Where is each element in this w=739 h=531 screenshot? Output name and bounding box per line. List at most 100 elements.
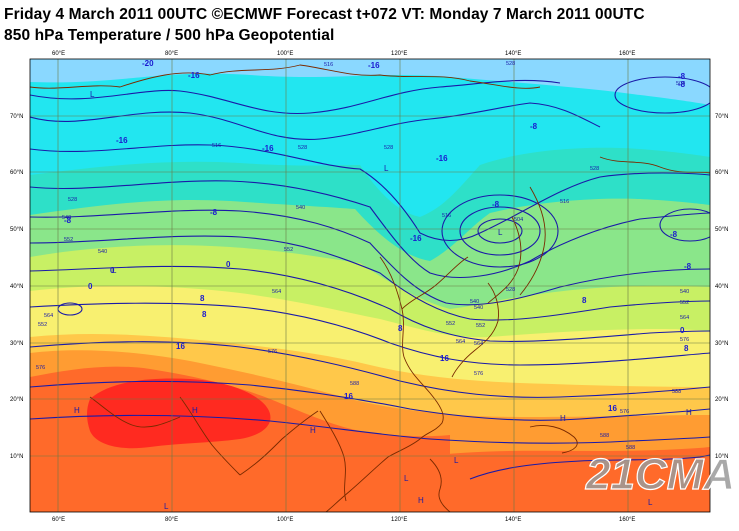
lon-label-bottom: 160°E <box>619 517 635 523</box>
contour-label: 528 <box>506 61 515 67</box>
lat-label-left: 30°N <box>10 341 23 347</box>
contour-label: 552 <box>64 237 73 243</box>
contour-label: 504 <box>676 81 685 87</box>
lon-label-bottom: 60°E <box>52 517 65 523</box>
band-hot-south <box>420 447 710 512</box>
isotherm-label: -8 <box>492 200 500 209</box>
contour-label: 540 <box>470 299 479 305</box>
isotherm-label: 16 <box>344 392 353 401</box>
contour-label: 516 <box>560 199 569 205</box>
high-center: H <box>74 406 80 415</box>
contour-label: 576 <box>36 365 45 371</box>
contour-label: 552 <box>446 321 455 327</box>
isotherm-label: -8 <box>684 262 692 271</box>
contour-label: 552 <box>680 300 689 306</box>
contour-label: 540 <box>98 249 107 255</box>
isotherm-label: -16 <box>368 61 380 70</box>
contour-label: 540 <box>680 289 689 295</box>
isotherm-label: -16 <box>188 71 200 80</box>
low-center: L <box>164 502 169 511</box>
isotherm-label: 8 <box>202 310 207 319</box>
contour-label: 504 <box>514 217 523 223</box>
isotherm-label: -16 <box>262 144 274 153</box>
contour-label: 564 <box>680 315 689 321</box>
graticule <box>30 59 710 512</box>
isotherm-label: 0 <box>680 326 685 335</box>
high-center: H <box>560 414 566 423</box>
isotherm-label: 16 <box>440 354 449 363</box>
contour-label: 588 <box>350 381 359 387</box>
lon-label-top: 80°E <box>165 51 178 57</box>
high-center: H <box>192 406 198 415</box>
contour-label: 528 <box>590 166 599 172</box>
contour-label: 528 <box>68 197 77 203</box>
lat-label-right: 20°N <box>715 397 728 403</box>
contour-label: 576 <box>268 349 277 355</box>
isotherm-label: -16 <box>116 136 128 145</box>
contour-label: 576 <box>680 337 689 343</box>
forecast-title: Friday 4 March 2011 00UTC ©ECMWF Forecas… <box>4 6 645 23</box>
lat-label-left: 50°N <box>10 227 23 233</box>
contour-label: 528 <box>384 145 393 151</box>
isotherm-label: -8 <box>210 208 218 217</box>
high-center: H <box>310 426 316 435</box>
lat-label-right: 30°N <box>715 341 728 347</box>
contour-label: 540 <box>62 215 71 221</box>
low-center: L <box>404 474 409 483</box>
isotherm-label: -8 <box>530 122 538 131</box>
contour-label: 552 <box>38 322 47 328</box>
isotherm-label: -8 <box>678 72 686 81</box>
contour-label: 528 <box>506 287 515 293</box>
lat-label-left: 60°N <box>10 170 23 176</box>
isotherm-label: 16 <box>176 342 185 351</box>
coastlines <box>30 64 710 512</box>
isotherm-label: 16 <box>608 404 617 413</box>
contour-label: 564 <box>272 289 281 295</box>
contour-label: 576 <box>620 409 629 415</box>
contour-label: 540 <box>296 205 305 211</box>
isotherm-label: 0 <box>88 282 93 291</box>
low-center: L <box>454 456 459 465</box>
watermark: 21CMA <box>585 450 735 499</box>
isotherm-label: 8 <box>398 324 403 333</box>
lat-label-right: 40°N <box>715 284 728 290</box>
contour-label: 516 <box>212 143 221 149</box>
contour-label: 576 <box>474 371 483 377</box>
contour-label: 516 <box>324 62 333 68</box>
low-center: L <box>90 90 95 99</box>
low-center: L <box>498 228 503 237</box>
lon-label-top: 120°E <box>391 51 407 57</box>
contour-label: 528 <box>298 145 307 151</box>
isotherm-label: -8 <box>670 230 678 239</box>
isotherm-label: -16 <box>410 234 422 243</box>
lon-label-top: 160°E <box>619 51 635 57</box>
lat-label-left: 70°N <box>10 114 23 120</box>
isotherm-label: 8 <box>582 296 587 305</box>
lon-label-bottom: 140°E <box>505 517 521 523</box>
isotherm-label: 8 <box>684 344 689 353</box>
contour-label: 588 <box>672 389 681 395</box>
plot-frame <box>29 58 711 513</box>
contour-label: 540 <box>474 305 483 311</box>
contour-label: 552 <box>476 323 485 329</box>
lat-label-right: 60°N <box>715 170 728 176</box>
lat-label-right: 50°N <box>715 227 728 233</box>
isotherm-label: 8 <box>200 294 205 303</box>
lon-label-bottom: 120°E <box>391 517 407 523</box>
lon-label-top: 60°E <box>52 51 65 57</box>
axis-labels: 60°E 80°E 100°E 120°E 140°E 160°E 60°E 8… <box>10 51 728 523</box>
high-center: H <box>686 408 692 417</box>
isotherm-label: -16 <box>436 154 448 163</box>
weather-map: 60°E 80°E 100°E 120°E 140°E 160°E 60°E 8… <box>0 47 739 531</box>
temperature-field <box>30 59 710 512</box>
low-center: L <box>648 498 653 507</box>
contour-label: 516 <box>442 213 451 219</box>
isotherm-label: -8 <box>678 80 686 89</box>
isotherm-labels: -20 -16 -16 -16 -16 -8 -8 -8 -8 -8 -16 -… <box>64 59 692 413</box>
lat-label-left: 40°N <box>10 284 23 290</box>
pressure-centers: L L L L H H H H H L L L L H <box>74 90 692 511</box>
lat-label-right: 10°N <box>715 454 728 460</box>
forecast-subtitle: 850 hPa Temperature / 500 hPa Geopotenti… <box>4 27 335 44</box>
contour-label: 564 <box>474 341 483 347</box>
isotherm-label: 0 <box>110 266 115 275</box>
